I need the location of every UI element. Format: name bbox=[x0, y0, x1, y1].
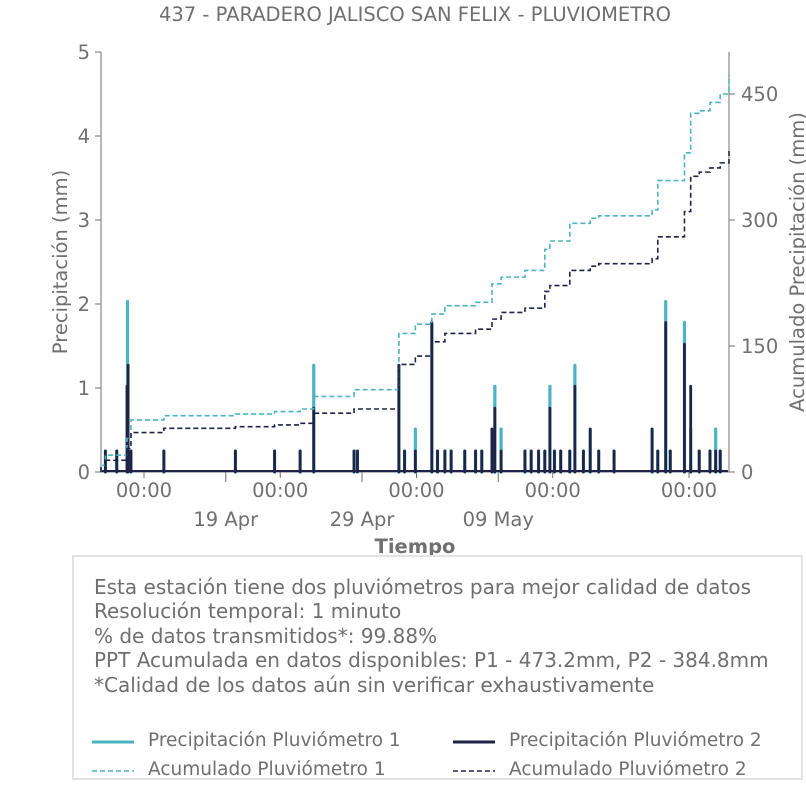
cumulative-lines bbox=[100, 74, 730, 472]
left-y-tick-label: 3 bbox=[78, 209, 90, 232]
chart: 437 - PARADERO JALISCO SAN FELIX - PLUVI… bbox=[49, 3, 806, 558]
right-y-tick-label: 0 bbox=[741, 461, 753, 484]
info-line-4: PPT Acumulada en datos disponibles: P1 -… bbox=[94, 648, 769, 673]
legend-label-a2: Acumulado Pluviómetro 2 bbox=[509, 759, 747, 780]
left-y-tick-label: 2 bbox=[78, 293, 90, 316]
y-axis-right-label: Acumulado Precipitación (mm) bbox=[786, 112, 806, 412]
series-a1-line bbox=[100, 74, 730, 472]
info-line-2: Resolución temporal: 1 minuto bbox=[94, 599, 402, 624]
legend-swatch-a1 bbox=[92, 770, 134, 772]
right-y-tick-label: 150 bbox=[741, 335, 778, 358]
legend-label-p1: Precipitación Pluviómetro 1 bbox=[148, 730, 401, 751]
x-major-tick-label: 19 Apr bbox=[193, 508, 259, 531]
info-line-1: Esta estación tiene dos pluviómetros par… bbox=[94, 575, 752, 599]
x-minor-tick-label: 00:00 bbox=[252, 479, 308, 502]
x-ticks: 00:00 00:00 00:00 00:00 00:00 19 Apr 29 Apr 09 … bbox=[116, 472, 717, 531]
right-y-ticks: 0 150 300 450 bbox=[729, 83, 778, 484]
y-axis-left-label: Precipitación (mm) bbox=[49, 170, 72, 354]
left-y-tick-label: 1 bbox=[78, 377, 90, 400]
right-y-tick-label: 300 bbox=[741, 209, 778, 232]
legend-label-p2: Precipitación Pluviómetro 2 bbox=[509, 730, 762, 751]
right-y-tick-label: 450 bbox=[741, 83, 778, 106]
info-box: Esta estación tiene dos pluviómetros par… bbox=[72, 555, 803, 780]
info-text: Esta estación tiene dos pluviómetros par… bbox=[94, 575, 769, 697]
left-y-ticks: 0 1 2 3 4 5 bbox=[78, 41, 101, 484]
left-y-tick-label: 4 bbox=[78, 125, 90, 148]
left-y-tick-label: 5 bbox=[78, 41, 90, 64]
legend-label-a1: Acumulado Pluviómetro 1 bbox=[148, 759, 386, 780]
series-a2-line bbox=[100, 148, 730, 472]
info-line-5: *Calidad de los datos aún sin verificar … bbox=[94, 672, 655, 697]
series-p2-bars bbox=[102, 321, 728, 474]
legend-swatch-a2 bbox=[453, 770, 495, 772]
legend-swatch-p2 bbox=[453, 740, 495, 744]
axes bbox=[100, 52, 730, 473]
x-axis-label: Tiempo bbox=[375, 535, 456, 558]
left-y-tick-label: 0 bbox=[78, 461, 90, 484]
x-minor-tick-label: 00:00 bbox=[116, 479, 172, 502]
info-line-3: % de datos transmitidos*: 99.88% bbox=[94, 623, 438, 648]
x-minor-tick-label: 00:00 bbox=[525, 479, 581, 502]
x-major-tick-label: 09 May bbox=[463, 508, 534, 531]
chart-title: 437 - PARADERO JALISCO SAN FELIX - PLUVI… bbox=[159, 3, 671, 26]
x-major-tick-label: 29 Apr bbox=[330, 508, 396, 531]
x-minor-tick-label: 00:00 bbox=[661, 479, 717, 502]
x-minor-tick-label: 00:00 bbox=[388, 479, 444, 502]
legend-swatch-p1 bbox=[92, 740, 134, 744]
